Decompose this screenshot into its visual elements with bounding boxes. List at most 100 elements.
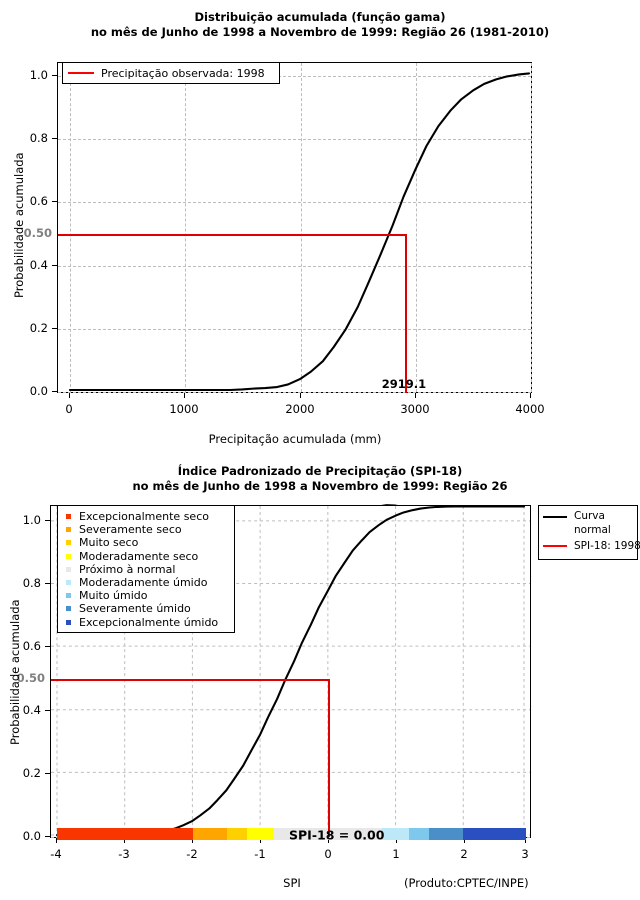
gridline-x-4000 <box>531 63 532 392</box>
gamma-cdf-curve <box>68 72 531 392</box>
swatch-icon-severamente-umido <box>66 606 71 612</box>
spi-xtick-0 <box>328 838 329 843</box>
gamma-cdf-panel: Distribuição acumulada (função gama) no … <box>0 10 640 446</box>
xtick-label-3000: 3000 <box>400 402 430 416</box>
colorbar-band-muito-umido <box>409 828 430 840</box>
ytick-0.6 <box>52 201 57 202</box>
spi-value-label: SPI-18 = 0.00 <box>289 827 385 843</box>
gamma-reference-line-vertical <box>405 234 407 393</box>
swatch-icon-moderadamente-umido <box>66 580 71 586</box>
spi-xtick--2 <box>192 838 193 843</box>
gamma-title-line-1: Distribuição acumulada (função gama) <box>194 10 446 24</box>
gamma-chart-title: Distribuição acumulada (função gama) no … <box>0 10 640 40</box>
swatch-icon-muito-seco <box>66 540 71 546</box>
swatch-icon-excepcionalmente-umido <box>66 619 71 625</box>
spi-xtick-2 <box>464 838 465 843</box>
red-line-icon <box>68 72 94 74</box>
legend-label-proximo-a-normal: Próximo à normal <box>79 562 176 576</box>
spi-ytick-label-0.0: 0.0 <box>22 829 41 843</box>
red-line-icon-spi <box>543 545 567 547</box>
gamma-title-line-2: no mês de Junho de 1998 a Novembro de 19… <box>90 25 550 39</box>
spi-yaxis-title: Probabilidade acumulada <box>8 599 22 745</box>
ytick-0.8 <box>52 138 57 139</box>
ytick-label-0.8: 0.8 <box>29 131 48 145</box>
spi-category-legend: Excepcionalmente seco Severamente seco M… <box>57 505 235 633</box>
spi-xtick-label--1: -1 <box>254 847 266 861</box>
spi-xtick-label--3: -3 <box>118 847 130 861</box>
swatch-icon-excepcionalmente-seco <box>66 514 71 520</box>
spi-xtick--4 <box>56 838 57 843</box>
xtick-label-4000: 4000 <box>515 402 545 416</box>
colorbar-band-severamente-seco <box>193 828 227 840</box>
spi-xtick-label-3: 3 <box>521 847 529 861</box>
ytick-label-0.0: 0.0 <box>29 384 48 398</box>
ytick-label-1.0: 1.0 <box>29 68 48 82</box>
gamma-xaxis-title: Precipitação acumulada (mm) <box>208 432 382 446</box>
ytick-label-0.2: 0.2 <box>29 321 48 335</box>
legend-item-proximo-a-normal: Próximo à normal <box>61 563 231 576</box>
legend-label-severamente-seco: Severamente seco <box>79 523 182 537</box>
xtick-0 <box>69 393 70 398</box>
spi-ytick-label-0.50-highlight: 0.50 <box>16 671 45 685</box>
ytick-label-0.6: 0.6 <box>29 194 48 208</box>
spi-chart-title: Índice Padronizado de Precipitação (SPI-… <box>0 464 640 494</box>
xtick-1000 <box>184 393 185 398</box>
ytick-label-0.50-highlight: 0.50 <box>23 226 52 240</box>
xtick-label-2000: 2000 <box>285 402 315 416</box>
spi-cdf-panel: Índice Padronizado de Precipitação (SPI-… <box>0 455 640 900</box>
black-line-icon <box>543 516 567 518</box>
product-credit: (Produto:CPTEC/INPE) <box>404 876 529 890</box>
curve-legend-item-spi: SPI-18: 1998 <box>543 538 640 554</box>
legend-item-moderadamente-umido: Moderadamente úmido <box>61 576 231 589</box>
spi-ytick-label-0.6: 0.6 <box>22 639 41 653</box>
gridline-y-0.0 <box>58 392 531 393</box>
spi-xtick-label-2: 2 <box>460 847 468 861</box>
legend-item-muito-seco: Muito seco <box>61 536 231 549</box>
spi-xaxis-title: SPI <box>283 876 301 890</box>
gamma-observed-value-annotation: 2919.1 <box>381 377 427 391</box>
curve-legend-label-normal: Curva normal <box>574 510 611 536</box>
gamma-legend-item-observed: Precipitação observada: 1998 <box>68 65 274 81</box>
spi-title-line-2: no mês de Junho de 1998 a Novembro de 19… <box>132 479 508 493</box>
spi-ytick-label-1.0: 1.0 <box>22 513 41 527</box>
spi-xtick-label--2: -2 <box>186 847 198 861</box>
legend-item-severamente-seco: Severamente seco <box>61 523 231 536</box>
ytick-0.2 <box>52 328 57 329</box>
colorbar-band-excepcionalmente-umido <box>463 828 526 840</box>
ytick-1.0 <box>52 75 57 76</box>
curve-legend-label-spi: SPI-18: 1998 <box>574 540 640 552</box>
spi-ytick-0.4 <box>45 710 50 711</box>
legend-label-excepcionalmente-umido: Excepcionalmente úmido <box>79 615 219 629</box>
legend-label-muito-umido: Muito úmido <box>79 589 148 603</box>
spi-ytick-0.8 <box>45 583 50 584</box>
legend-item-moderadamente-seco: Moderadamente seco <box>61 550 231 563</box>
spi-xtick--3 <box>124 838 125 843</box>
spi-ytick-label-0.8: 0.8 <box>22 576 41 590</box>
xtick-label-1000: 1000 <box>169 402 199 416</box>
spi-plot-area: SPI-18 = 0.00 Excepcionalmente seco Seve… <box>50 504 531 843</box>
legend-label-moderadamente-umido: Moderadamente úmido <box>79 576 208 590</box>
gamma-legend-label: Precipitação observada: 1998 <box>101 66 265 80</box>
spi-reference-line-vertical-lower <box>328 802 330 829</box>
gamma-legend: Precipitação observada: 1998 <box>62 62 280 84</box>
spi-ytick-label-0.4: 0.4 <box>22 703 41 717</box>
spi-ytick-0.6 <box>45 646 50 647</box>
spi-xtick-label-0: 0 <box>324 847 332 861</box>
ytick-label-0.4: 0.4 <box>29 258 48 272</box>
colorbar-band-excepcionalmente-seco <box>57 828 193 840</box>
xtick-label-0: 0 <box>65 402 73 416</box>
legend-item-severamente-umido: Severamente úmido <box>61 602 231 615</box>
legend-label-severamente-umido: Severamente úmido <box>79 602 191 616</box>
spi-xtick-1 <box>396 838 397 843</box>
spi-reference-line-horizontal <box>51 679 330 681</box>
spi-xtick-3 <box>525 838 526 843</box>
gamma-yaxis-title: Probabilidade acumulada <box>12 152 26 298</box>
gamma-plot-area: Precipitação observada: 1998 <box>57 62 532 393</box>
legend-item-excepcionalmente-seco: Excepcionalmente seco <box>61 510 231 523</box>
curve-legend-item-normal: Curva normal <box>543 510 633 538</box>
legend-label-muito-seco: Muito seco <box>79 536 139 550</box>
colorbar-band-severamente-umido <box>429 828 464 840</box>
spi-ytick-1.0 <box>45 520 50 521</box>
spi-xtick--1 <box>260 838 261 843</box>
